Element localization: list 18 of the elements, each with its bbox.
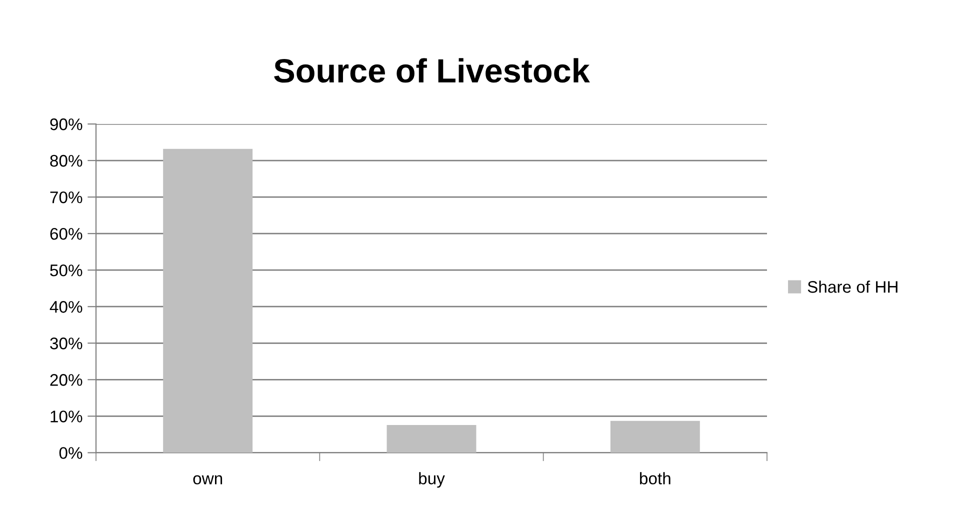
y-tick-label: 90%	[50, 118, 82, 130]
bar	[610, 420, 700, 453]
y-tick-label: 60%	[50, 228, 82, 240]
y-tick-label: 40%	[50, 301, 82, 313]
y-tick-label: 70%	[50, 191, 82, 204]
bar	[386, 424, 476, 453]
y-tick-label: 30%	[50, 338, 82, 350]
x-tick-label: buy	[419, 472, 445, 488]
y-tick-label: 20%	[50, 374, 82, 386]
bar	[163, 148, 253, 453]
y-tick-label: 0%	[59, 447, 82, 459]
y-tick-label: 50%	[50, 264, 82, 276]
y-tick-label: 10%	[50, 410, 82, 422]
legend-label: Share of HH	[808, 280, 898, 293]
x-tick-label: own	[193, 475, 222, 484]
x-tick-label: both	[640, 472, 670, 484]
y-tick-label: 80%	[50, 154, 82, 167]
chart-title: Source of Livestock	[274, 58, 590, 83]
